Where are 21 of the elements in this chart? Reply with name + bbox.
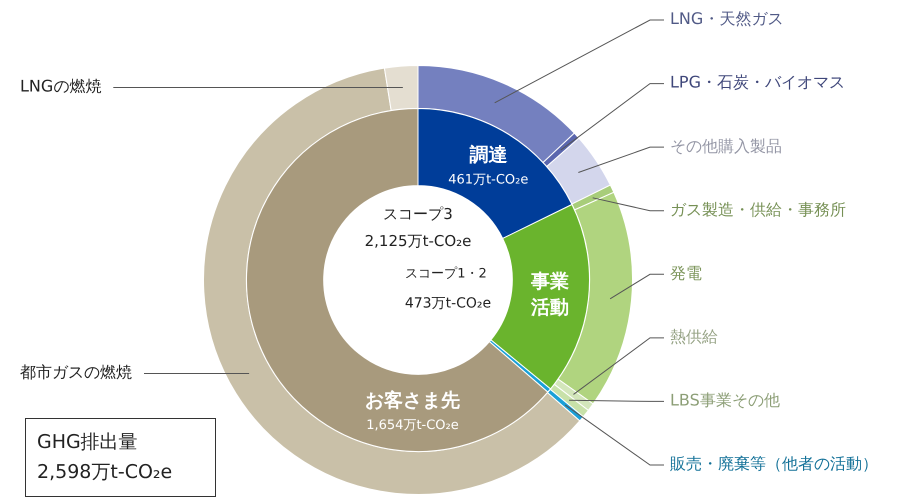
slice-label: ガス製造・供給・事務所 xyxy=(670,200,846,219)
text: スコープ3 xyxy=(383,204,453,223)
slice-label: その他購入製品 xyxy=(670,136,782,156)
slice-label: 発電 xyxy=(670,263,702,282)
slice-label: LPG・石炭・バイオマス xyxy=(670,72,845,92)
data-label: 461万t-CO₂e xyxy=(448,172,528,188)
data-label: 1,654万t-CO₂e xyxy=(366,418,459,434)
text: 473万t-CO₂e xyxy=(404,296,492,312)
slice-label: 熱供給 xyxy=(670,327,718,346)
slice-label: 都市ガスの燃焼 xyxy=(20,362,132,382)
slice-label: LNGの燃焼 xyxy=(20,76,102,96)
slice-label: 事業活動 xyxy=(530,270,570,318)
slice-label: 販売・廃棄等（他者の活動） xyxy=(670,454,878,474)
slice-label: LNG・天然ガス xyxy=(670,9,784,28)
slice-label: LBS事業その他 xyxy=(670,390,780,410)
text: 2,598万t-CO₂e xyxy=(37,460,172,483)
slice-label: お客さま先 xyxy=(364,390,460,412)
text: スコープ1・2 xyxy=(405,266,487,282)
text: 2,125万t-CO₂e xyxy=(364,232,472,250)
slice-label: 調達 xyxy=(469,144,508,166)
text: GHG排出量 xyxy=(37,430,138,453)
